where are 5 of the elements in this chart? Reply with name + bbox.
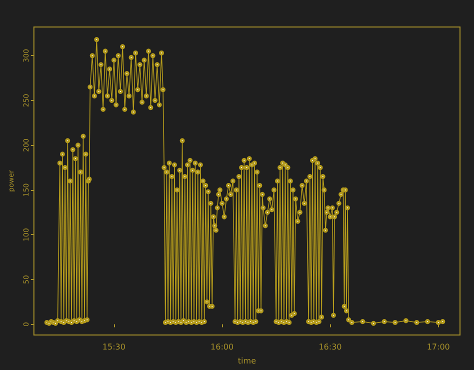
x-tick-label: 15:30	[102, 342, 126, 352]
x-axis-title: time	[238, 356, 256, 366]
x-tick-label: 16:30	[318, 342, 342, 352]
x-tick-label: 17:00	[426, 342, 450, 352]
x-tick-label: 16:00	[210, 342, 234, 352]
